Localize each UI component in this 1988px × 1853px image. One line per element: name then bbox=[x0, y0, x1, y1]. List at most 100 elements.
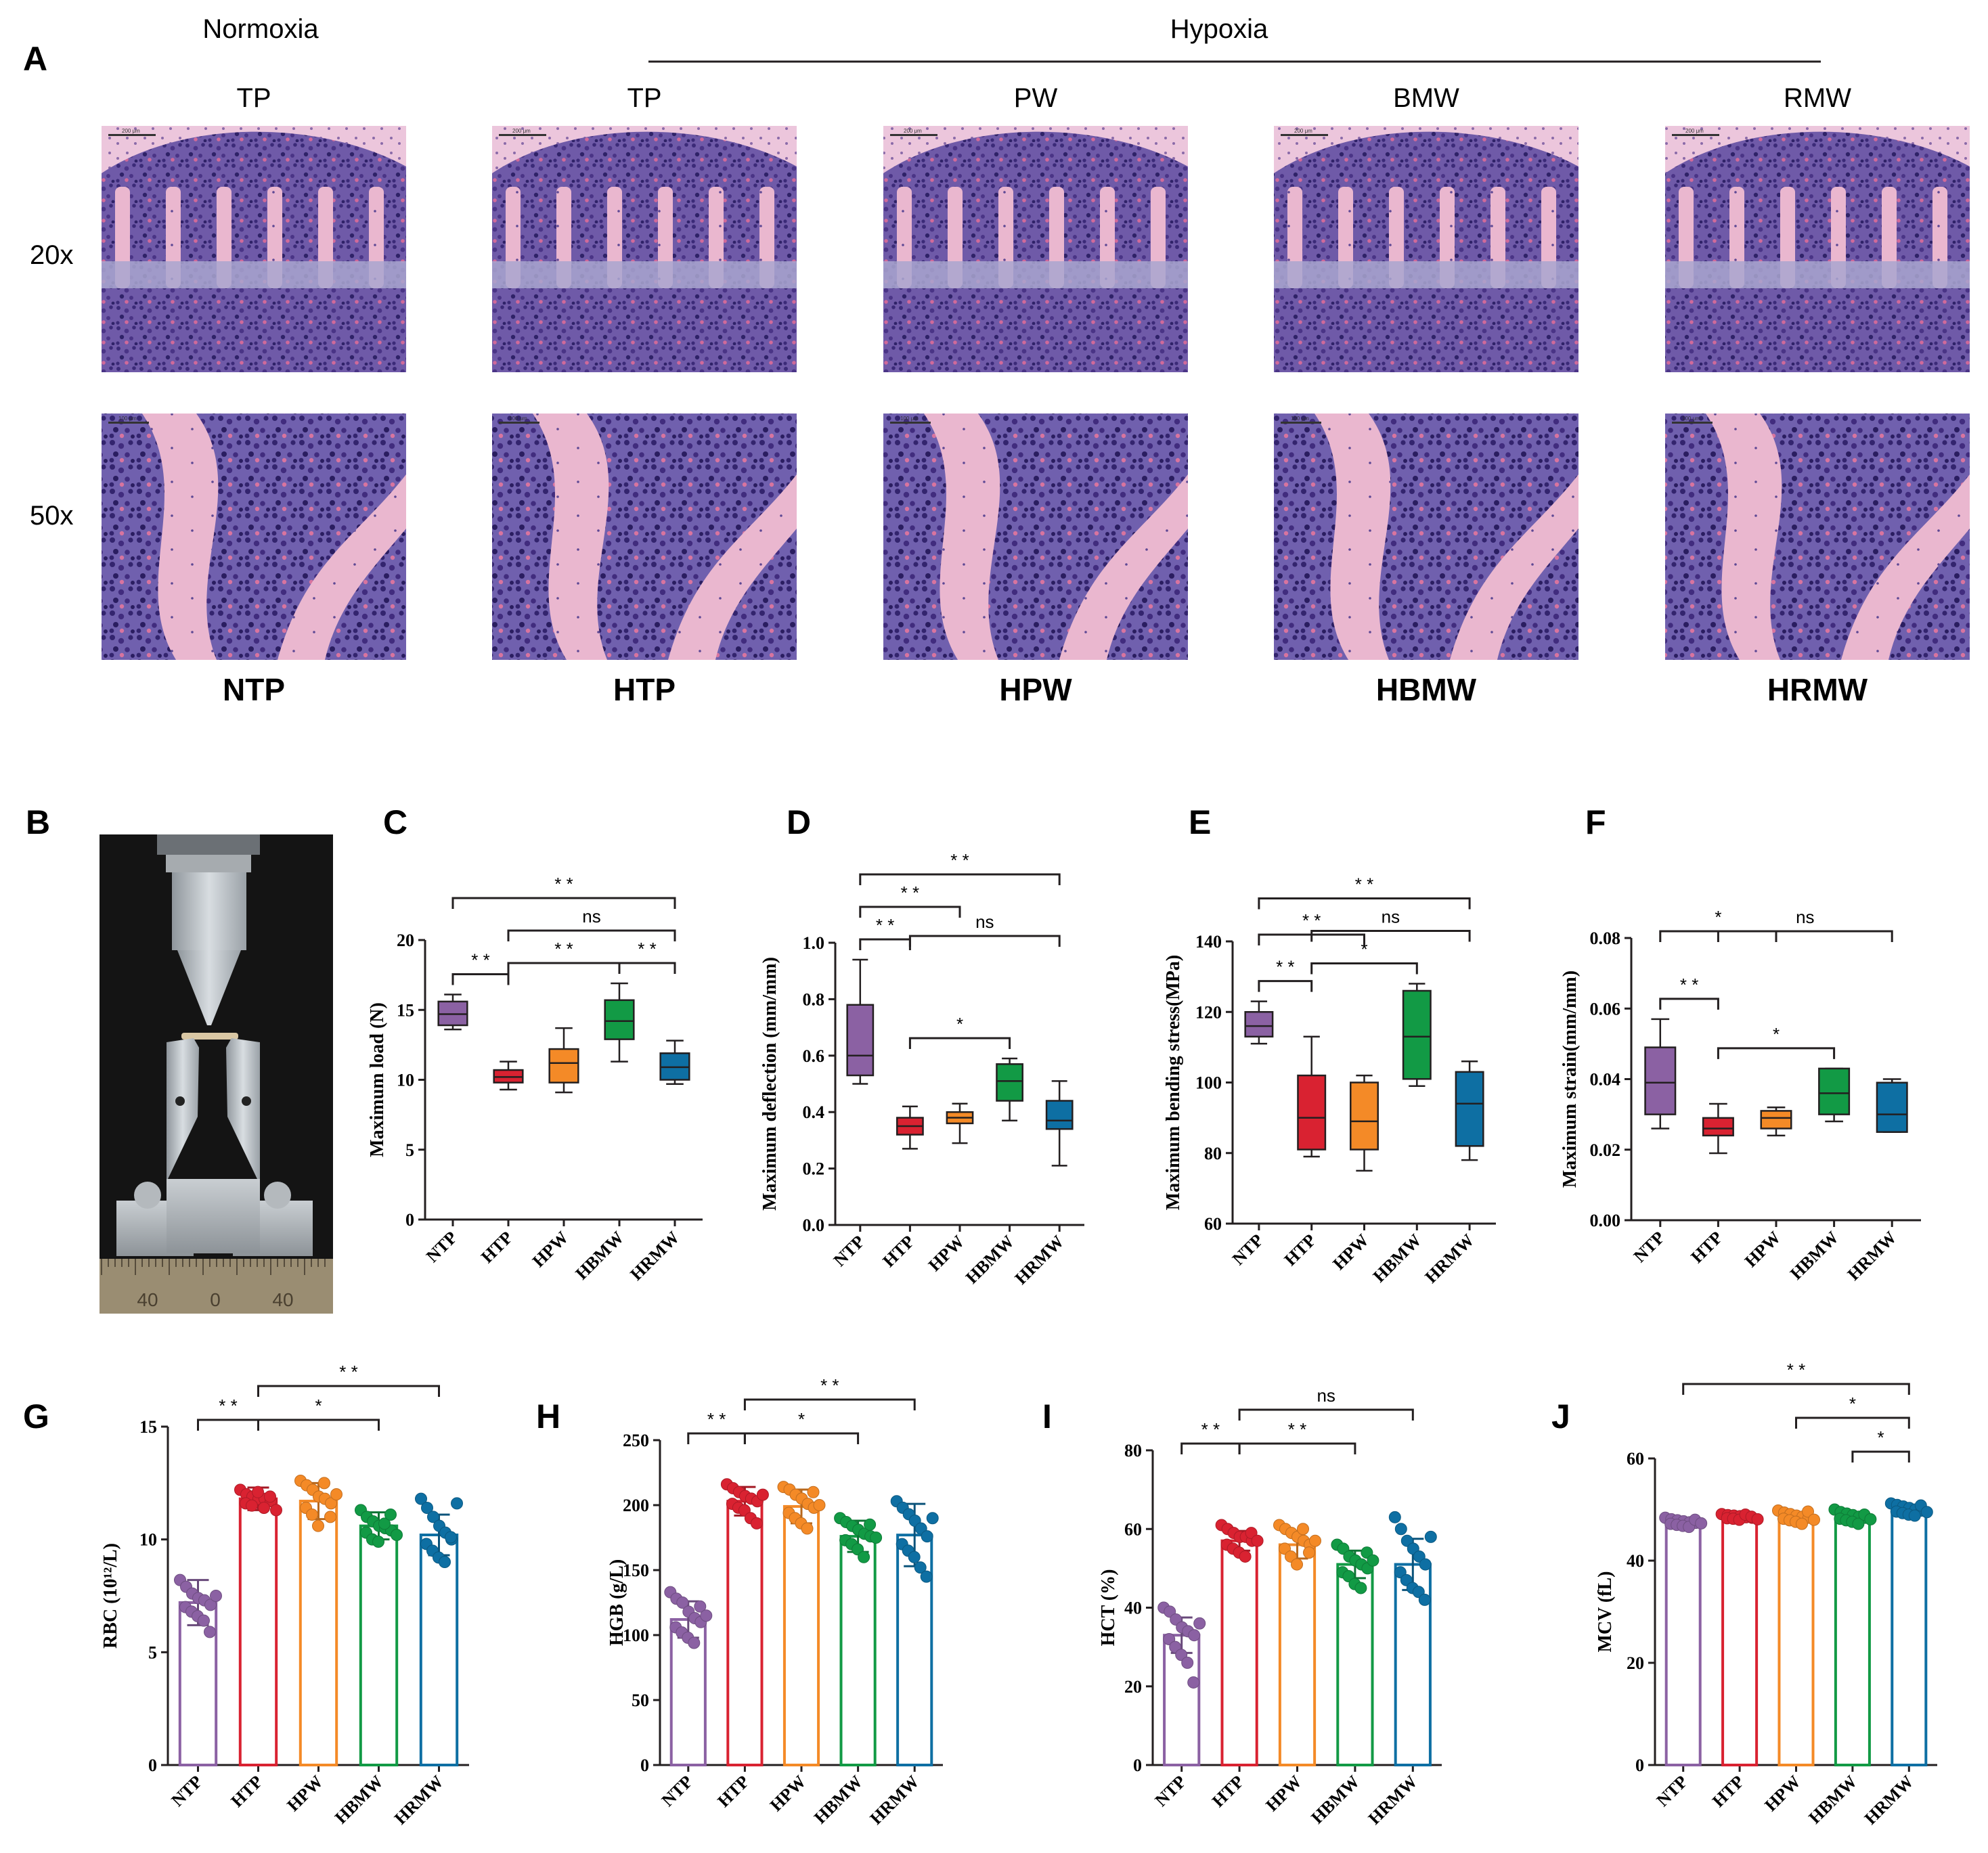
box-ntp bbox=[437, 994, 468, 1031]
significance-bracket: ns bbox=[908, 912, 1061, 947]
box-iqr bbox=[1297, 1074, 1327, 1151]
data-point bbox=[198, 1614, 210, 1627]
y-axis-label: Maximum load (N) bbox=[367, 1002, 388, 1157]
box-iqr bbox=[1818, 1067, 1851, 1115]
significance-label: ns bbox=[582, 906, 600, 927]
bar-hbmw bbox=[1331, 1538, 1379, 1766]
data-point bbox=[1188, 1629, 1201, 1642]
box-hpw bbox=[1760, 1106, 1792, 1137]
photo-bolt-right bbox=[264, 1182, 291, 1209]
growth-plate bbox=[1665, 261, 1970, 288]
scale-bar-label: 200 μm bbox=[1294, 128, 1312, 134]
trabecula bbox=[1450, 474, 1578, 660]
data-point bbox=[1291, 1558, 1303, 1571]
data-point bbox=[324, 1511, 336, 1523]
bracket-line bbox=[257, 1419, 380, 1431]
photo-fixture-base bbox=[167, 1179, 260, 1253]
group-label-normoxia: Normoxia bbox=[202, 14, 319, 44]
y-tick-label: 0 bbox=[1635, 1756, 1644, 1775]
bracket-line bbox=[197, 1419, 259, 1431]
x-tick-label-htp: HTP bbox=[477, 1228, 516, 1267]
scale-bar bbox=[108, 134, 156, 136]
y-axis-label: MCV (fL) bbox=[1595, 1571, 1616, 1652]
significance-bracket: * bbox=[908, 1014, 1011, 1049]
bracket-line bbox=[1258, 897, 1471, 910]
y-axis-label: Maximum strain(mm/mm) bbox=[1560, 970, 1581, 1188]
significance-bracket: * * bbox=[451, 874, 676, 910]
column-header-1: TP bbox=[627, 83, 661, 113]
x-tick-label-hrmw: HRMW bbox=[1844, 1228, 1901, 1285]
scale-bar-label: 200 μm bbox=[512, 128, 531, 134]
bracket-line bbox=[451, 897, 676, 910]
y-tick-label: 0.04 bbox=[1590, 1070, 1621, 1090]
y-tick-label: 5 bbox=[148, 1643, 157, 1662]
y-tick-label: 20 bbox=[1124, 1677, 1142, 1697]
data-point bbox=[926, 1512, 939, 1525]
data-point bbox=[920, 1570, 933, 1583]
x-tick-label-ntp: NTP bbox=[1229, 1230, 1267, 1269]
y-tick-label: 80 bbox=[1124, 1441, 1142, 1460]
data-point bbox=[1187, 1676, 1200, 1689]
data-point bbox=[1908, 1509, 1921, 1522]
ruler-label-left: 40 bbox=[137, 1289, 158, 1310]
significance-bracket: * * bbox=[1258, 910, 1365, 945]
significance-label: * bbox=[1715, 907, 1721, 927]
trabecula bbox=[1315, 414, 1391, 660]
growth-plate bbox=[102, 261, 406, 288]
photo-upper-rod bbox=[172, 872, 246, 950]
chart-c: C 0 5 10 15 20 Maximum load (N) NTP HTP HPW HBMWHR… bbox=[367, 803, 703, 1285]
significance-label: * * bbox=[1276, 957, 1294, 977]
panel-a: A Normoxia Hypoxia 20x 50x TP 200 μm 100 μ… bbox=[23, 14, 1970, 707]
y-tick-label: 0 bbox=[640, 1756, 649, 1775]
x-tick-label-htp: HTP bbox=[1281, 1230, 1320, 1270]
bar-hpw bbox=[1273, 1519, 1321, 1766]
chart-d: D 0.0 0.2 0.4 0.6 0.8 1.0 Maximum deflection (m… bbox=[759, 803, 1084, 1289]
y-tick-label: 0.0 bbox=[803, 1215, 825, 1235]
data-point bbox=[330, 1488, 343, 1500]
y-tick-label: 20 bbox=[397, 931, 414, 950]
bar bbox=[839, 1535, 877, 1767]
bracket-line bbox=[1659, 930, 1777, 942]
significance-bracket: * * bbox=[451, 950, 510, 985]
significance-label: * * bbox=[876, 915, 894, 935]
x-tick-label-htp: HTP bbox=[879, 1232, 918, 1271]
y-tick-label: 50 bbox=[632, 1691, 649, 1710]
scale-bar bbox=[499, 422, 539, 424]
scale-bar-label: 200 μm bbox=[904, 128, 922, 134]
data-point bbox=[1239, 1550, 1252, 1563]
instron-photo: 40 0 40 bbox=[100, 834, 333, 1314]
y-tick-label: 60 bbox=[1204, 1214, 1222, 1234]
data-point bbox=[1808, 1513, 1820, 1526]
significance-label: * * bbox=[339, 1362, 357, 1382]
row-label-50x: 50x bbox=[30, 501, 74, 531]
data-point bbox=[306, 1509, 318, 1521]
x-tick-label-ntp: NTP bbox=[1653, 1772, 1692, 1810]
bracket-line bbox=[451, 973, 510, 985]
significance-label: * * bbox=[554, 939, 573, 959]
bar-hpw bbox=[1772, 1504, 1820, 1766]
column-header-4: RMW bbox=[1784, 83, 1851, 113]
bar-ntp bbox=[1659, 1511, 1708, 1766]
articular-cartilage bbox=[102, 126, 406, 173]
bar bbox=[1664, 1521, 1702, 1766]
data-point bbox=[210, 1590, 222, 1602]
y-tick-label: 200 bbox=[623, 1496, 649, 1515]
bar-hrmw bbox=[890, 1495, 939, 1766]
y-tick-label: 20 bbox=[1627, 1653, 1644, 1673]
x-tick-label-hbmw: HBMW bbox=[1369, 1230, 1426, 1287]
x-tick-label-hpw: HPW bbox=[1329, 1230, 1372, 1274]
x-tick-label-hbmw: HBMW bbox=[962, 1232, 1018, 1288]
panel-letter-d: D bbox=[787, 803, 811, 841]
panel-letter-f: F bbox=[1585, 803, 1606, 841]
data-point bbox=[921, 1530, 933, 1543]
y-tick-label: 0 bbox=[405, 1210, 414, 1230]
bracket-line bbox=[1795, 1416, 1910, 1429]
y-tick-label: 140 bbox=[1195, 932, 1222, 952]
y-tick-label: 0.2 bbox=[803, 1159, 825, 1179]
data-point bbox=[1852, 1517, 1865, 1530]
marrow-region bbox=[1274, 126, 1578, 372]
y-tick-label: 150 bbox=[623, 1561, 649, 1580]
articular-cartilage bbox=[883, 126, 1188, 173]
column-header-2: PW bbox=[1014, 83, 1058, 113]
